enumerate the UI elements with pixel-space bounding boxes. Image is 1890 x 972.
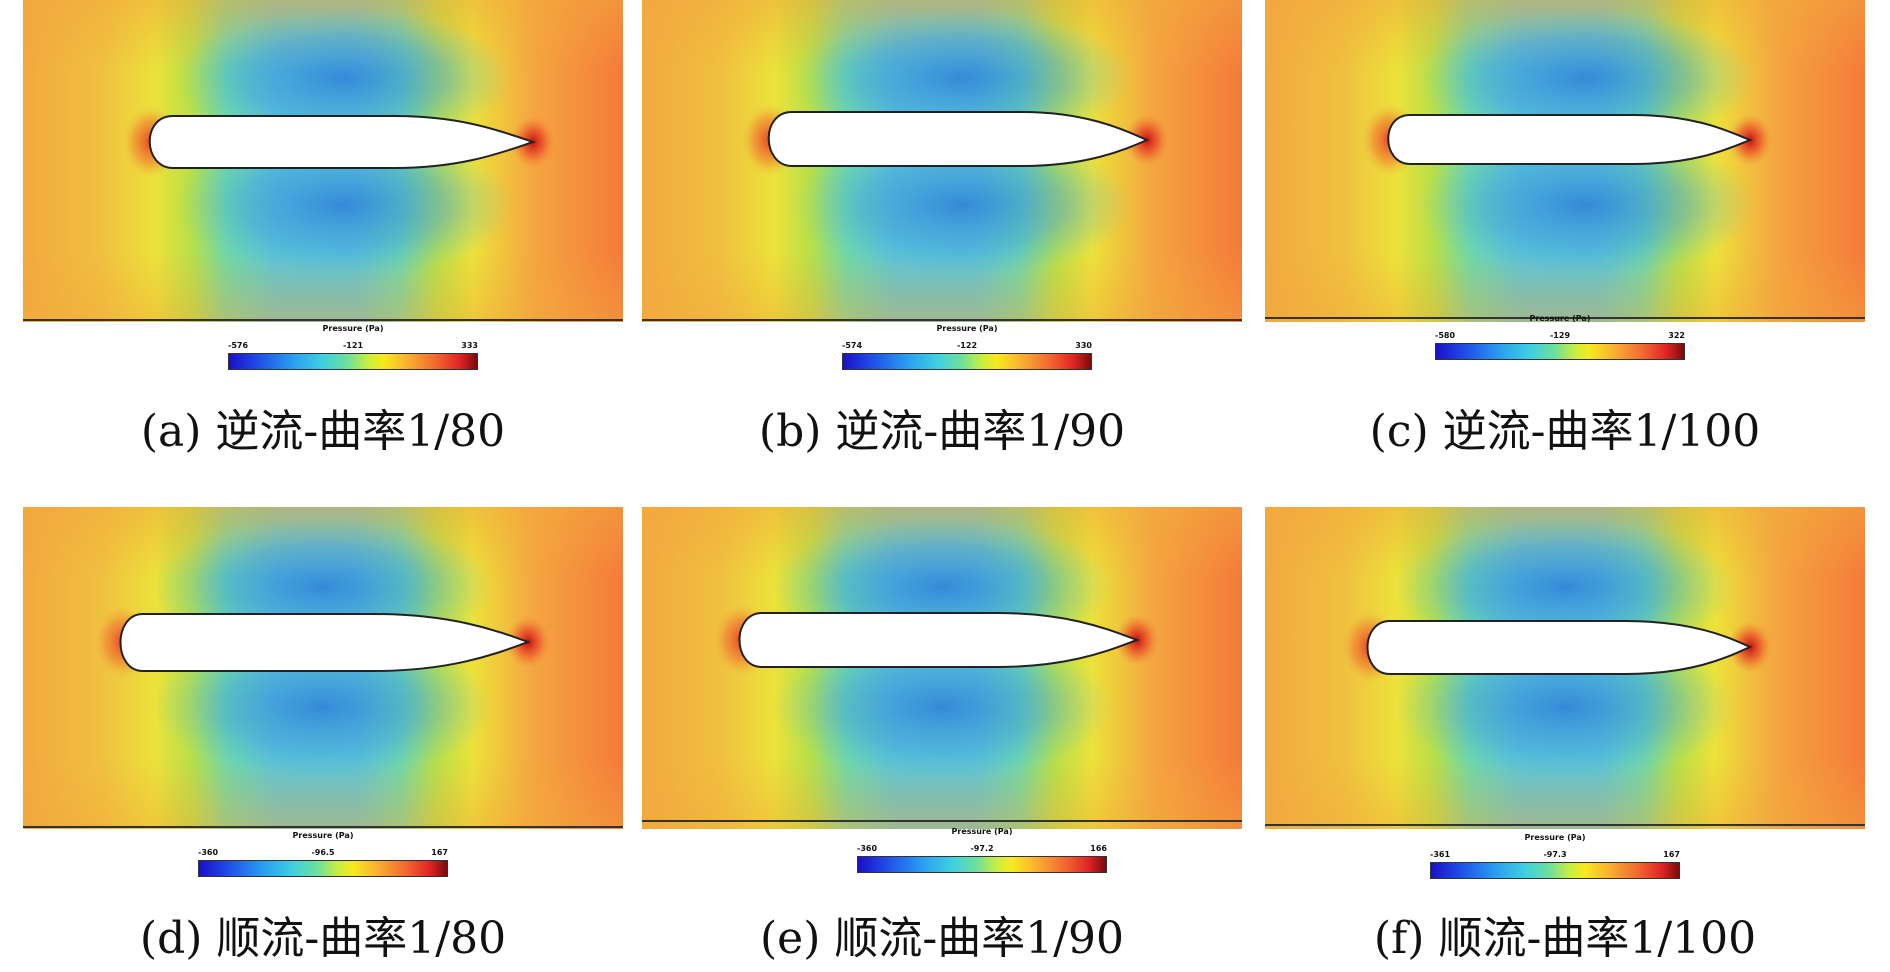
colorbar-gradient — [1435, 343, 1685, 360]
colorbar-max: 166 — [1090, 844, 1107, 853]
colorbar-mid: -97.3 — [1543, 850, 1567, 859]
hull-body — [767, 111, 1150, 167]
colorbar: Pressure (Pa) -576 -121 333 — [228, 322, 478, 372]
panel-e: Pressure (Pa) -360 -97.2 166 (e) 顺流-曲率1/… — [642, 507, 1242, 972]
pressure-contour — [642, 507, 1242, 829]
colorbar-title: Pressure (Pa) — [1529, 314, 1591, 323]
colorbar: Pressure (Pa) -360 -97.2 166 — [857, 825, 1107, 875]
pressure-contour — [1265, 507, 1865, 829]
colorbar-title: Pressure (Pa) — [292, 831, 354, 840]
colorbar-title: Pressure (Pa) — [951, 827, 1013, 836]
colorbar-max: 167 — [1663, 850, 1680, 859]
colorbar-mid: -97.2 — [970, 844, 994, 853]
colorbar-gradient — [842, 353, 1092, 370]
hull-body — [148, 115, 537, 169]
colorbar-max: 322 — [1668, 331, 1685, 340]
colorbar: Pressure (Pa) -574 -122 330 — [842, 322, 1092, 372]
panel-b: Pressure (Pa) -574 -122 330 (b) 逆流-曲率1/9… — [642, 0, 1242, 465]
colorbar-min: -576 — [228, 341, 249, 350]
hull-body — [1366, 620, 1753, 675]
colorbar-max: 330 — [1075, 341, 1092, 350]
colorbar-min: -361 — [1430, 850, 1451, 859]
panel-caption: (d) 顺流-曲率1/80 — [139, 913, 507, 964]
panel-d: Pressure (Pa) -360 -96.5 167 (d) 顺流-曲率1/… — [23, 507, 623, 972]
colorbar-title: Pressure (Pa) — [1524, 833, 1586, 842]
panel-c: Pressure (Pa) -580 -129 322 (c) 逆流-曲率1/1… — [1265, 0, 1865, 465]
colorbar-gradient — [198, 860, 448, 877]
colorbar: Pressure (Pa) -360 -96.5 167 — [198, 829, 448, 879]
pressure-contour — [23, 0, 623, 322]
colorbar-max: 333 — [461, 341, 478, 350]
hull-body — [1387, 114, 1753, 165]
colorbar-mid: -129 — [1549, 331, 1571, 340]
colorbar-gradient — [228, 353, 478, 370]
colorbar-mid: -96.5 — [311, 848, 335, 857]
panel-caption: (e) 顺流-曲率1/90 — [759, 913, 1125, 964]
hull-body — [738, 612, 1140, 668]
colorbar-mid: -122 — [956, 341, 978, 350]
colorbar-min: -360 — [857, 844, 878, 853]
pressure-contour — [642, 0, 1242, 322]
colorbar-min: -574 — [842, 341, 863, 350]
panel-caption: (f) 顺流-曲率1/100 — [1373, 913, 1757, 964]
colorbar-title: Pressure (Pa) — [322, 324, 384, 333]
colorbar-min: -360 — [198, 848, 219, 857]
panel-caption: (c) 逆流-曲率1/100 — [1369, 406, 1761, 457]
colorbar-gradient — [1430, 862, 1680, 879]
colorbar-min: -580 — [1435, 331, 1456, 340]
colorbar-gradient — [857, 856, 1107, 873]
hull-body — [119, 613, 531, 672]
colorbar-max: 167 — [431, 848, 448, 857]
pressure-contour — [23, 507, 623, 829]
pressure-contour — [1265, 0, 1865, 322]
colorbar-mid: -121 — [342, 341, 364, 350]
panel-f: Pressure (Pa) -361 -97.3 167 (f) 顺流-曲率1/… — [1265, 507, 1865, 972]
panel-caption: (b) 逆流-曲率1/90 — [758, 406, 1126, 457]
colorbar: Pressure (Pa) -361 -97.3 167 — [1430, 831, 1680, 881]
colorbar-title: Pressure (Pa) — [936, 324, 998, 333]
colorbar: Pressure (Pa) -580 -129 322 — [1435, 312, 1685, 362]
panel-caption: (a) 逆流-曲率1/80 — [140, 406, 506, 457]
panel-a: Pressure (Pa) -576 -121 333 (a) 逆流-曲率1/8… — [23, 0, 623, 465]
